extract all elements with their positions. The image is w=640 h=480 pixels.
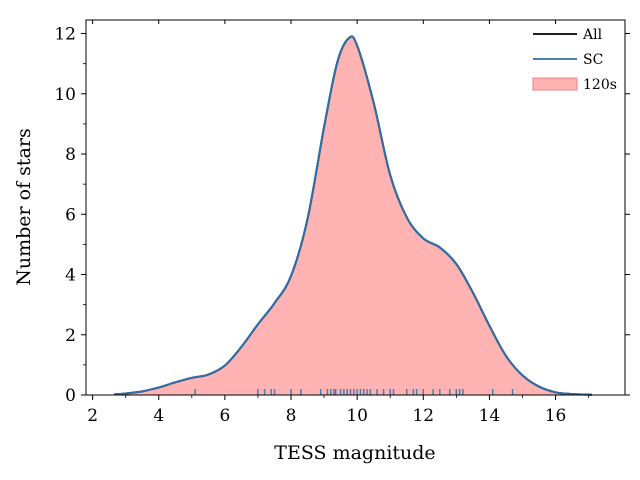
legend-label-120s: 120s [583, 77, 617, 93]
y-axis-label: Number of stars [13, 128, 35, 285]
legend: All SC 120s [532, 27, 617, 93]
y-tick-label: 10 [54, 85, 76, 105]
y-tick-label: 4 [65, 266, 76, 286]
y-tick-label: 2 [65, 326, 76, 346]
y-tick-label: 8 [65, 145, 76, 165]
x-tick-label: 2 [87, 406, 98, 426]
legend-label-all: All [582, 27, 603, 43]
x-tick-label: 8 [286, 406, 297, 426]
x-axis: 2 4 6 8 10 12 14 16 [87, 20, 590, 426]
area-layer [113, 36, 593, 396]
x-tick-label: 14 [479, 406, 501, 426]
line-layer [114, 35, 592, 396]
y-tick-label: 6 [65, 205, 76, 225]
rug-layer [194, 389, 514, 395]
x-tick-label: 6 [219, 406, 230, 426]
y-axis: 0 2 4 6 8 10 12 [54, 25, 630, 406]
legend-label-sc: SC [583, 52, 603, 68]
y-tick-label: 12 [54, 25, 76, 45]
x-tick-label: 10 [346, 406, 368, 426]
plot-frame [85, 19, 626, 396]
area-series-120s [113, 36, 593, 396]
x-tick-label: 16 [545, 406, 567, 426]
line-series-sc [114, 35, 592, 396]
y-tick-label: 0 [65, 386, 76, 406]
x-axis-label: TESS magnitude [274, 442, 435, 464]
legend-swatch-120s [532, 77, 578, 91]
x-tick-label: 4 [153, 406, 164, 426]
x-tick-label: 12 [412, 406, 434, 426]
